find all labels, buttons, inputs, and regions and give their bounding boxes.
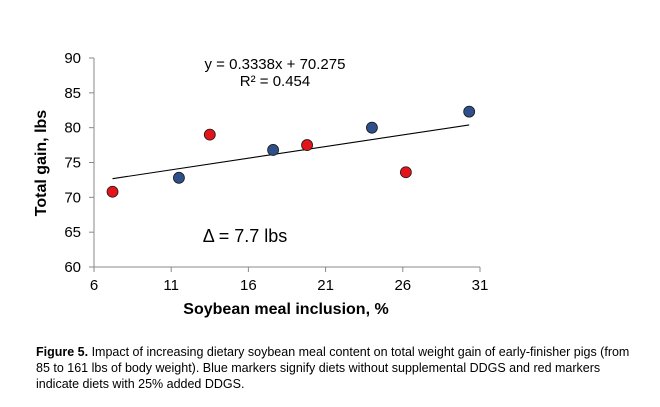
data-point (173, 171, 185, 184)
data-point (366, 121, 378, 134)
data-point (463, 105, 476, 118)
x-tick-label: 11 (163, 277, 179, 294)
data-point (399, 166, 412, 179)
figure-label: Figure 5. (36, 345, 89, 359)
data-point (267, 144, 280, 156)
y-tick-label: 65 (64, 224, 81, 241)
axes (89, 57, 481, 272)
x-tick-label: 16 (240, 277, 257, 294)
y-tick-label: 75 (64, 155, 81, 172)
x-tick-label: 31 (472, 277, 489, 294)
data-point (203, 128, 216, 141)
x-tick-label: 21 (317, 277, 334, 294)
data-point (106, 185, 119, 198)
y-tick-label: 60 (64, 259, 81, 276)
x-tick-label: 26 (394, 277, 411, 294)
y-tick-label: 80 (64, 120, 81, 137)
y-tick-label: 90 (64, 50, 81, 67)
caption-text: Impact of increasing dietary soybean mea… (36, 345, 630, 391)
x-tick-label: 6 (90, 277, 98, 294)
x-axis-title: Soybean meal inclusion, % (183, 301, 388, 318)
data-point (301, 139, 313, 151)
y-tick-label: 70 (64, 189, 81, 206)
y-tick-label: 85 (64, 85, 81, 102)
r-squared-label: R² = 0.454 (240, 73, 310, 90)
figure-caption: Figure 5. Impact of increasing dietary s… (36, 344, 636, 392)
tick-labels: 60 65 70 75 80 85 90 6 11 16 21 26 31 (64, 50, 488, 294)
delta-label: Δ = 7.7 lbs (203, 226, 288, 246)
trendline (112, 124, 470, 180)
data-points (106, 105, 476, 198)
y-axis-title: Total gain, lbs (33, 110, 50, 216)
equation-label: y = 0.3338x + 70.275 (205, 56, 346, 73)
scatter-chart: 60 65 70 75 80 85 90 6 11 16 21 26 31 y = 0.3338x + … (33, 50, 488, 318)
